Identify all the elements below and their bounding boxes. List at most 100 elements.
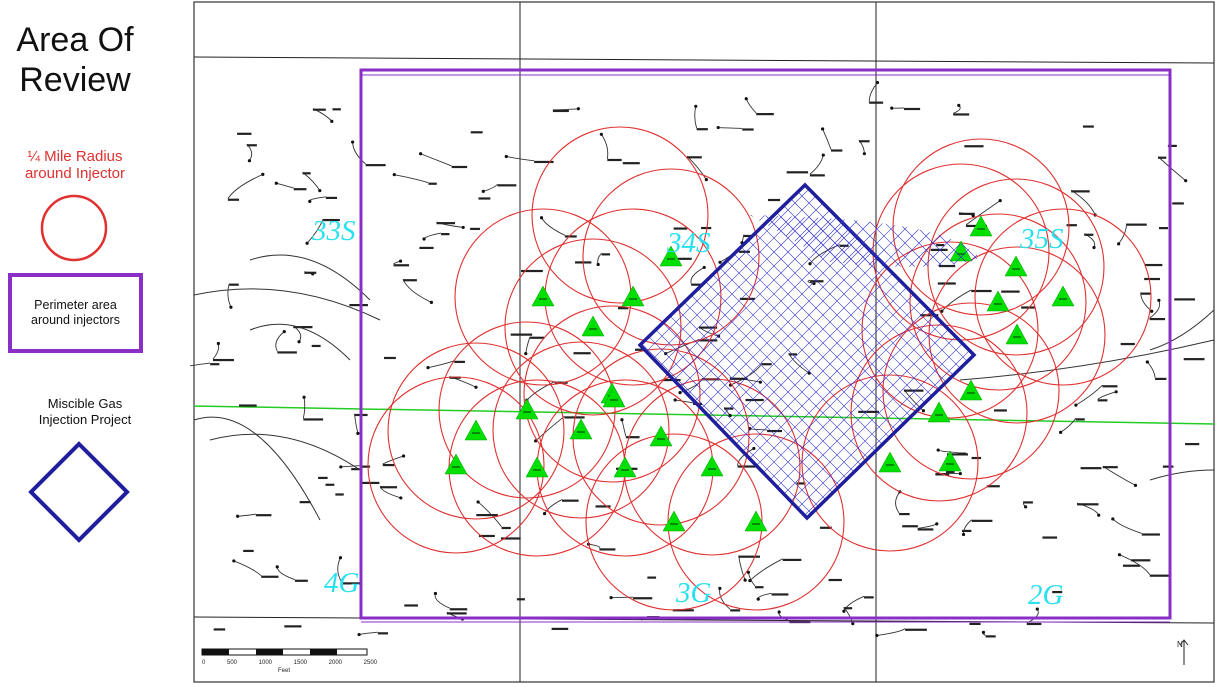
well-label [938, 264, 956, 268]
well-label [1185, 442, 1200, 446]
well-point [862, 152, 866, 156]
well-point [275, 565, 279, 569]
well-point [357, 632, 361, 637]
well-label [745, 398, 764, 402]
well-path [965, 200, 1001, 226]
well-label [238, 404, 257, 407]
well-label [500, 537, 521, 540]
well-layer [190, 80, 1215, 638]
well-path [209, 433, 361, 471]
well-label [470, 227, 480, 231]
radius-legend-line2: around Injector [24, 165, 126, 182]
well-label [1141, 533, 1160, 536]
well-label [449, 376, 461, 379]
well-label [730, 609, 741, 612]
well-point [429, 300, 434, 305]
well-point [609, 596, 613, 600]
well-label [210, 363, 220, 366]
well-label [1077, 503, 1099, 506]
section-label-4g: 4G [324, 567, 360, 599]
well-label [819, 526, 832, 529]
well-point [419, 152, 423, 156]
well-path [895, 491, 901, 514]
well-label [1075, 418, 1085, 421]
injector-markers [444, 215, 1075, 532]
well-point [743, 578, 747, 582]
well-path [427, 360, 455, 369]
well-point [524, 351, 528, 356]
well-label [1131, 559, 1151, 562]
scale-tick: 1000 [258, 660, 272, 666]
north-label: N [1177, 640, 1183, 649]
well-label [698, 326, 718, 329]
well-label [564, 235, 577, 238]
injector-triangle-icon [581, 315, 605, 337]
well-label [521, 269, 543, 273]
injector-triangle-icon [525, 456, 549, 478]
well-point [1097, 513, 1101, 517]
injector-triangle-icon [1051, 285, 1075, 307]
well-label [294, 579, 308, 582]
well-point [339, 465, 343, 469]
well-path [227, 173, 263, 199]
map-title: Area Of Review [0, 20, 150, 100]
well-label [1001, 290, 1020, 293]
project-diamond [637, 182, 977, 521]
injector-triangle-icon [1005, 323, 1029, 345]
well-path [483, 183, 498, 192]
well-label [1158, 227, 1168, 230]
well-path [541, 217, 566, 236]
well-label [1149, 317, 1166, 321]
injector-triangle-icon [515, 398, 539, 420]
well-label [1145, 263, 1163, 267]
well-point [356, 431, 360, 435]
radius-legend-label: ¼ Mile Radius around Injector [0, 148, 150, 182]
well-path [420, 153, 452, 167]
well-label [393, 264, 410, 267]
well-label [243, 549, 254, 553]
well-point [433, 591, 438, 596]
well-label [1082, 125, 1094, 128]
well-path [749, 558, 783, 581]
well-label [994, 409, 1007, 412]
project-diamond-swatch [28, 441, 130, 543]
radius-circle [882, 302, 1060, 480]
well-point [576, 107, 580, 111]
hatch-line [701, 185, 974, 518]
well-point [1035, 607, 1039, 611]
well-label [299, 501, 311, 504]
well-point [1133, 483, 1138, 487]
well-path [237, 513, 256, 517]
well-label [384, 356, 396, 360]
well-point [981, 630, 986, 634]
well-point [752, 446, 756, 451]
map-panel: 33S 34S 35S 4G 3G 2G 0 500 1000 1500 200… [190, 0, 1218, 687]
scale-unit: Feet [278, 668, 291, 674]
well-label [917, 528, 934, 531]
well-path [249, 254, 371, 301]
well-label [377, 632, 388, 635]
well-point [821, 153, 825, 157]
well-path [337, 557, 343, 583]
well-label [953, 113, 970, 116]
perimeter-legend-box: Perimeter area around injectors [8, 273, 143, 353]
well-point [318, 189, 322, 193]
well-label [1149, 574, 1170, 577]
well-label [1140, 292, 1151, 295]
well-path [193, 288, 381, 321]
well-label [899, 512, 910, 516]
well-point [1117, 553, 1122, 557]
well-point [875, 80, 880, 85]
well-label [362, 481, 380, 485]
well-label [428, 182, 437, 185]
well-label [1097, 399, 1108, 402]
radius-circle [909, 213, 1087, 391]
injector-triangle-icon [959, 379, 983, 401]
well-point [1157, 298, 1161, 302]
well-point [1145, 360, 1149, 364]
well-label [1155, 377, 1167, 380]
well-point [704, 178, 708, 182]
well-label [1167, 144, 1177, 147]
well-label [617, 307, 629, 310]
well-label [743, 234, 755, 238]
